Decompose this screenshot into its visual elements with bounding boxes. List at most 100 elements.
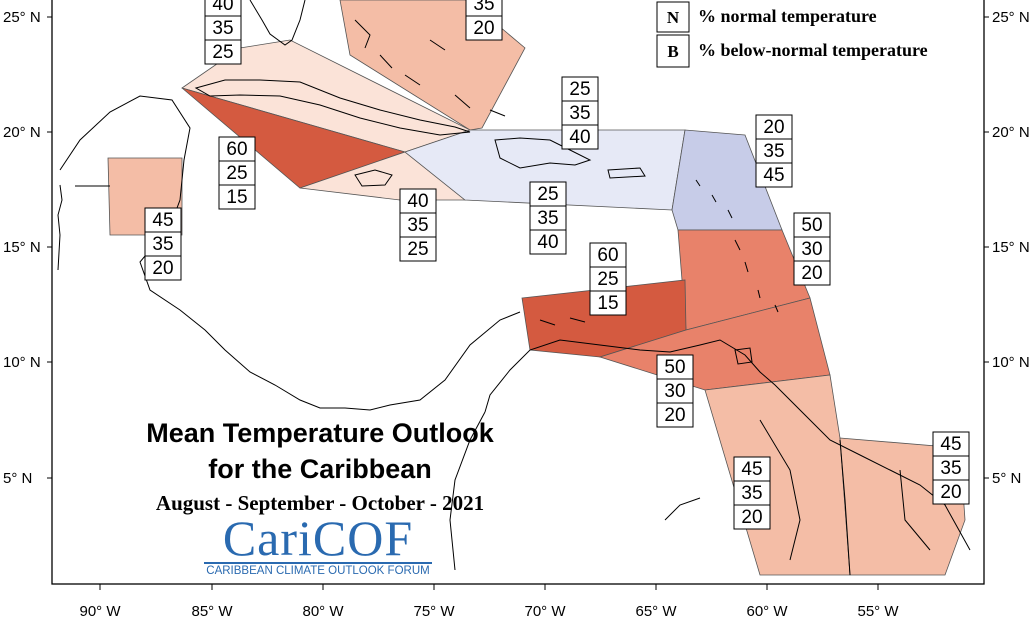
prob-value: 25	[597, 269, 618, 290]
longitude-labels: 90° W 85° W 80° W 75° W 70° W 65° W 60° W 55° W	[79, 584, 899, 620]
prob-box-abc-islands: 60 25 15	[589, 242, 627, 316]
prob-cell	[755, 114, 793, 140]
prob-value: 35	[940, 458, 961, 479]
prob-value: 20	[152, 258, 173, 279]
prob-value: 40	[569, 127, 590, 148]
prob-value: 50	[664, 357, 685, 378]
prob-value: 35	[741, 483, 762, 504]
prob-value: 60	[597, 245, 618, 266]
prob-cell	[144, 207, 182, 233]
latitude-labels-left: 25° N 20° N 15° N 10° N 5° N	[3, 9, 52, 487]
prob-cell	[733, 456, 771, 482]
prob-value: 45	[741, 459, 762, 480]
prob-value: 40	[212, 0, 233, 15]
legend: N % normal temperature B % below-normal …	[656, 1, 928, 68]
lon-label: 85° W	[191, 603, 233, 620]
lon-label: 60° W	[746, 603, 788, 620]
map-title-line2: for the Caribbean	[208, 454, 432, 484]
prob-value: 40	[407, 191, 428, 212]
prob-cell	[561, 124, 599, 150]
lon-label: 65° W	[635, 603, 677, 620]
prob-value: 25	[212, 42, 233, 63]
prob-cell	[589, 266, 627, 292]
prob-value: 35	[763, 141, 784, 162]
prob-box-leeward-islands: 20 35 45	[755, 114, 793, 188]
prob-cell	[399, 236, 437, 262]
prob-cell	[218, 160, 256, 186]
prob-value: 25	[226, 163, 247, 184]
prob-value: 35	[537, 208, 558, 229]
prob-value: 20	[801, 263, 822, 284]
prob-cell	[932, 455, 970, 481]
prob-cell	[656, 402, 694, 428]
caricof-logo: CariCOF CARIBBEAN CLIMATE OUTLOOK FORUM	[200, 512, 436, 580]
prob-box-bahamas-north: 40 35 25	[204, 0, 242, 65]
legend-key-box-normal	[656, 1, 690, 33]
forecast-period: August - September - October - 2021	[155, 491, 485, 515]
map-title: Mean Temperature Outlook	[146, 418, 494, 448]
prob-value: 50	[801, 215, 822, 236]
logo-divider	[204, 562, 432, 564]
prob-cell	[144, 231, 182, 257]
lat-label-right: 10° N	[992, 354, 1030, 371]
logo-wordmark: CariCOF	[222, 510, 414, 566]
prob-box-french-guiana: 45 35 20	[932, 431, 970, 505]
prob-value: 45	[940, 434, 961, 455]
prob-value: 35	[407, 215, 428, 236]
prob-value: 35	[152, 234, 173, 255]
lat-label-left: 5° N	[3, 470, 32, 487]
coastlines	[57, 0, 971, 576]
lon-label: 55° W	[857, 603, 899, 620]
prob-value: 30	[801, 239, 822, 260]
prob-cell	[561, 100, 599, 126]
prob-box-windward-islands: 50 30 20	[793, 212, 831, 286]
prob-value: 25	[569, 79, 590, 100]
prob-cell	[656, 378, 694, 404]
prob-value: 20	[763, 117, 784, 138]
prob-value: 20	[741, 507, 762, 528]
legend-text-normal: % normal temperature	[698, 6, 877, 26]
prob-cell	[589, 290, 627, 316]
prob-box-jamaica: 40 35 25	[399, 188, 437, 262]
lat-label-left: 15° N	[3, 239, 41, 256]
prob-cell	[755, 162, 793, 188]
prob-cell	[656, 354, 694, 380]
lon-label: 90° W	[79, 603, 121, 620]
lon-label: 75° W	[413, 603, 455, 620]
prob-cell	[932, 479, 970, 505]
prob-box-trinidad: 50 30 20	[656, 354, 694, 428]
prob-value: 60	[226, 139, 247, 160]
logo-subtitle: CARIBBEAN CLIMATE OUTLOOK FORUM	[206, 565, 430, 577]
prob-value: 35	[473, 0, 494, 15]
prob-cell	[589, 242, 627, 268]
latitude-labels-right: 25° N 20° N 15° N 10° N 5° N	[984, 9, 1030, 487]
prob-box-guyana: 45 35 20	[733, 456, 771, 530]
lat-label-left: 20° N	[3, 124, 41, 141]
lat-label-right: 15° N	[992, 239, 1030, 256]
prob-cell	[204, 39, 242, 65]
prob-value: 20	[940, 482, 961, 503]
legend-key-normal: N	[667, 8, 680, 27]
legend-key-below: B	[667, 42, 678, 61]
legend-text-below: % below-normal temperature	[698, 40, 928, 60]
prob-value: 15	[597, 293, 618, 314]
prob-value: 25	[407, 239, 428, 260]
lat-label-left: 10° N	[3, 354, 41, 371]
prob-cell	[932, 431, 970, 457]
lon-label: 80° W	[302, 603, 344, 620]
prob-value: 45	[152, 210, 173, 231]
prob-cell	[529, 229, 567, 255]
prob-box-hispaniola-north: 25 35 40	[561, 76, 599, 150]
prob-value: 25	[537, 184, 558, 205]
prob-cell	[144, 255, 182, 281]
prob-value: 45	[763, 165, 784, 186]
legend-key-box-below	[656, 34, 690, 68]
prob-cell	[218, 184, 256, 210]
prob-box-hispaniola-south: 25 35 40	[529, 181, 567, 255]
prob-value: 30	[664, 381, 685, 402]
prob-value: 35	[212, 18, 233, 39]
lat-label-left: 25° N	[3, 9, 41, 26]
lon-label: 70° W	[524, 603, 566, 620]
